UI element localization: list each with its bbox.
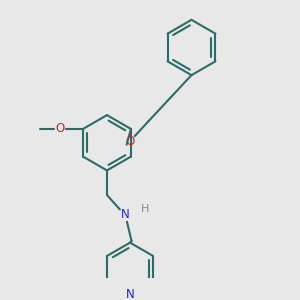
Text: O: O — [125, 135, 135, 148]
Text: N: N — [126, 288, 134, 300]
Text: H: H — [141, 204, 150, 214]
Text: N: N — [121, 208, 130, 221]
Text: O: O — [55, 122, 64, 135]
